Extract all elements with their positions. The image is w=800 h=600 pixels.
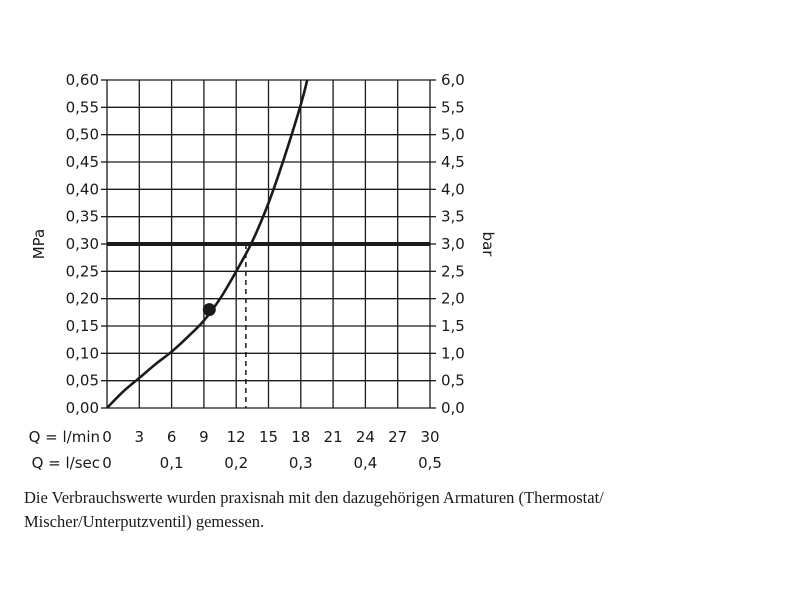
y-right-tick-label: 6,0 (441, 71, 465, 89)
x-row2-tick-label: 0,4 (353, 454, 377, 472)
y-right-tick-label: 1,0 (441, 344, 465, 362)
y-left-tick-label: 0,35 (66, 208, 99, 226)
x-row1-tick-label: 9 (199, 428, 209, 446)
y-left-tick-label: 0,10 (66, 344, 99, 362)
y-left-tick-label: 0,25 (66, 262, 99, 280)
data-marker (202, 303, 216, 317)
x-row1-tick-label: 18 (291, 428, 310, 446)
y-right-tick-label: 0,5 (441, 372, 465, 390)
y-left-tick-label: 0,05 (66, 372, 99, 390)
y-right-tick-label: 2,0 (441, 290, 465, 308)
x-row2-label: Q = l/sec (32, 454, 100, 472)
x-row1-tick-label: 12 (227, 428, 246, 446)
caption-line-1: Die Verbrauchswerte wurden praxisnah mit… (24, 488, 604, 507)
y-right-tick-label: 4,0 (441, 180, 465, 198)
caption: Die Verbrauchswerte wurden praxisnah mit… (24, 486, 764, 534)
x-row2-tick-label: 0,3 (289, 454, 313, 472)
x-row2-tick-label: 0,2 (224, 454, 248, 472)
x-row2-tick-label: 0 (102, 454, 112, 472)
y-left-tick-label: 0,60 (66, 71, 99, 89)
x-row1-tick-label: 3 (135, 428, 145, 446)
y-right-tick-label: 3,5 (441, 208, 465, 226)
y-right-tick-label: 5,0 (441, 126, 465, 144)
y-left-tick-label: 0,55 (66, 98, 99, 116)
x-row1-tick-label: 24 (356, 428, 375, 446)
x-row1-tick-label: 15 (259, 428, 278, 446)
y-left-tick-label: 0,15 (66, 317, 99, 335)
x-row1-tick-label: 21 (324, 428, 343, 446)
x-row2-tick-label: 0,5 (418, 454, 442, 472)
x-row1-tick-label: 6 (167, 428, 177, 446)
x-row1-tick-label: 0 (102, 428, 112, 446)
y-right-tick-label: 2,5 (441, 262, 465, 280)
x-row1-label: Q = l/min (29, 428, 100, 446)
y-right-tick-label: 0,0 (441, 399, 465, 417)
x-row1-tick-label: 27 (388, 428, 407, 446)
y-left-tick-label: 0,45 (66, 153, 99, 171)
y-right-tick-label: 5,5 (441, 98, 465, 116)
y-right-axis-title: bar (479, 232, 497, 258)
flow-pressure-chart: 0,000,050,100,150,200,250,300,350,400,45… (29, 71, 497, 472)
y-left-tick-label: 0,50 (66, 126, 99, 144)
y-right-tick-label: 3,0 (441, 235, 465, 253)
x-row1-tick-label: 30 (420, 428, 439, 446)
y-left-tick-label: 0,30 (66, 235, 99, 253)
y-left-tick-label: 0,40 (66, 180, 99, 198)
x-row2-tick-label: 0,1 (160, 454, 184, 472)
y-right-tick-label: 1,5 (441, 317, 465, 335)
y-left-tick-label: 0,20 (66, 290, 99, 308)
caption-line-2: Mischer/Unterputzventil) gemessen. (24, 512, 265, 531)
y-right-tick-label: 4,5 (441, 153, 465, 171)
y-left-tick-label: 0,00 (66, 399, 99, 417)
y-left-axis-title: MPa (30, 229, 48, 260)
